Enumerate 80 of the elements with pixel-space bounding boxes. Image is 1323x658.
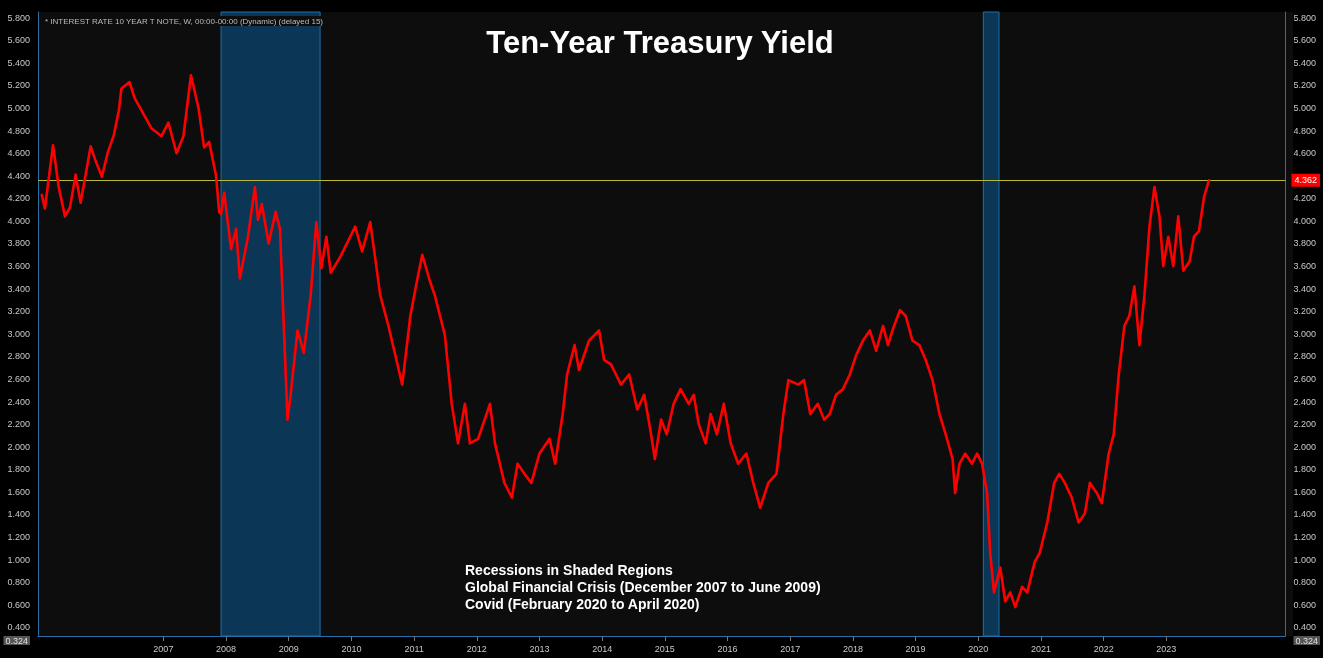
y2-tick-label: 5.800 xyxy=(1293,12,1317,23)
x-tick-label: 2010 xyxy=(341,643,362,654)
text: * INTEREST RATE 10 YEAR T NOTE, W, 00:00-00:00 (Dynamic) (delayed 15) xyxy=(45,16,324,26)
x-tick-label: 2009 xyxy=(278,643,299,654)
x-tick-label: 2021 xyxy=(1030,643,1052,654)
y2-tick-label: 1.800 xyxy=(1293,464,1317,475)
y2-tick-label: 3.400 xyxy=(1293,283,1317,294)
y2-tick-label: 2.800 xyxy=(1293,351,1317,362)
annotation: Covid (February 2020 to April 2020) xyxy=(465,596,700,612)
y-tick-label: 3.200 xyxy=(7,306,30,317)
y-tick-label: 5.400 xyxy=(7,57,30,68)
y-tick-label: 2.000 xyxy=(7,441,30,452)
y2-tick-label: 3.200 xyxy=(1293,306,1317,317)
y2-tick-label: 0.800 xyxy=(1293,577,1317,588)
y2-tick-label: 1.600 xyxy=(1293,486,1317,497)
y-tick-label: 2.200 xyxy=(7,419,30,430)
annotation: Recessions in Shaded Regions xyxy=(465,562,673,578)
x-tick-label: 2007 xyxy=(153,643,174,654)
y-tick-label: 0.400 xyxy=(7,622,30,633)
y-tick-label: 4.400 xyxy=(7,170,30,181)
x-tick-label: 2017 xyxy=(780,643,801,654)
y2-tick-label: 5.600 xyxy=(1293,35,1317,46)
y2-tick-label: 0.600 xyxy=(1293,599,1317,610)
y-tick-label: 3.600 xyxy=(7,261,30,272)
y-tick-label: 0.800 xyxy=(7,577,30,588)
y-tick-label: 5.000 xyxy=(7,102,30,113)
y-tick-label: 5.200 xyxy=(7,80,30,91)
x-tick-label: 2023 xyxy=(1156,643,1177,654)
y2-tick-label: 2.400 xyxy=(1293,396,1317,407)
y-tick-label: 2.400 xyxy=(7,396,30,407)
y-tick-label: 1.800 xyxy=(7,464,30,475)
y-tick-label: 3.400 xyxy=(7,283,30,294)
y2-tick-label: 0.324 xyxy=(1295,635,1319,646)
y2-tick-label: 5.000 xyxy=(1293,102,1317,113)
y-tick-label: 1.400 xyxy=(7,509,30,520)
x-tick-label: 2013 xyxy=(529,643,550,654)
x-tick-label: 2019 xyxy=(905,643,926,654)
y2-tick-label: 4.000 xyxy=(1293,215,1317,226)
y2-tick-label: 4.800 xyxy=(1293,125,1317,136)
y-tick-label: 4.000 xyxy=(7,215,30,226)
y2-tick-label: 2.600 xyxy=(1293,373,1317,384)
y-tick-label: 4.800 xyxy=(7,125,30,136)
x-tick-label: 2020 xyxy=(968,643,989,654)
x-tick-label: 2012 xyxy=(466,643,487,654)
y-tick-label: 0.600 xyxy=(7,599,30,610)
y2-tick-label: 1.200 xyxy=(1293,532,1317,543)
y2-tick-label: 4.200 xyxy=(1293,193,1317,204)
x-tick-label: 2008 xyxy=(216,643,237,654)
y-tick-label: 3.800 xyxy=(7,238,30,249)
y-tick-label: 3.000 xyxy=(7,328,30,339)
y-tick-label: 1.200 xyxy=(7,532,30,543)
y-tick-label: 5.600 xyxy=(7,35,30,46)
y2-tick-label: 4.600 xyxy=(1293,148,1317,159)
y2-tick-label: 2.200 xyxy=(1293,419,1317,430)
y2-tick-label: 0.400 xyxy=(1293,622,1317,633)
y-tick-label: 0.324 xyxy=(5,635,28,646)
y2-tick-label: 1.000 xyxy=(1293,554,1317,565)
y2-tick-label: 5.400 xyxy=(1293,57,1317,68)
x-tick-label: 2018 xyxy=(842,643,863,654)
y2-tick-label: 3.000 xyxy=(1293,328,1317,339)
y2-tick-label: 3.800 xyxy=(1293,238,1317,249)
y-tick-label: 5.800 xyxy=(7,12,30,23)
y2-tick-label: 5.200 xyxy=(1293,80,1317,91)
y-tick-label: 2.800 xyxy=(7,351,30,362)
y-tick-label: 1.600 xyxy=(7,486,30,497)
y2-tick-label: 1.400 xyxy=(1293,509,1317,520)
y-tick-label: 2.600 xyxy=(7,373,30,384)
y2-tick-label: 2.000 xyxy=(1293,441,1317,452)
y-tick-label: 4.200 xyxy=(7,193,30,204)
x-tick-label: 2011 xyxy=(404,643,424,654)
y-tick-label: 1.000 xyxy=(7,554,30,565)
ref-line-label: 4.362 xyxy=(1294,175,1318,186)
x-tick-label: 2015 xyxy=(654,643,675,654)
x-tick-label: 2014 xyxy=(592,643,613,654)
y2-tick-label: 3.600 xyxy=(1293,261,1317,272)
x-tick-label: 2022 xyxy=(1093,643,1114,654)
chart-title: Ten-Year Treasury Yield xyxy=(486,25,834,60)
x-tick-label: 2016 xyxy=(717,643,738,654)
annotation: Global Financial Crisis (December 2007 to June 2009) xyxy=(465,579,821,595)
y-tick-label: 4.600 xyxy=(7,148,30,159)
